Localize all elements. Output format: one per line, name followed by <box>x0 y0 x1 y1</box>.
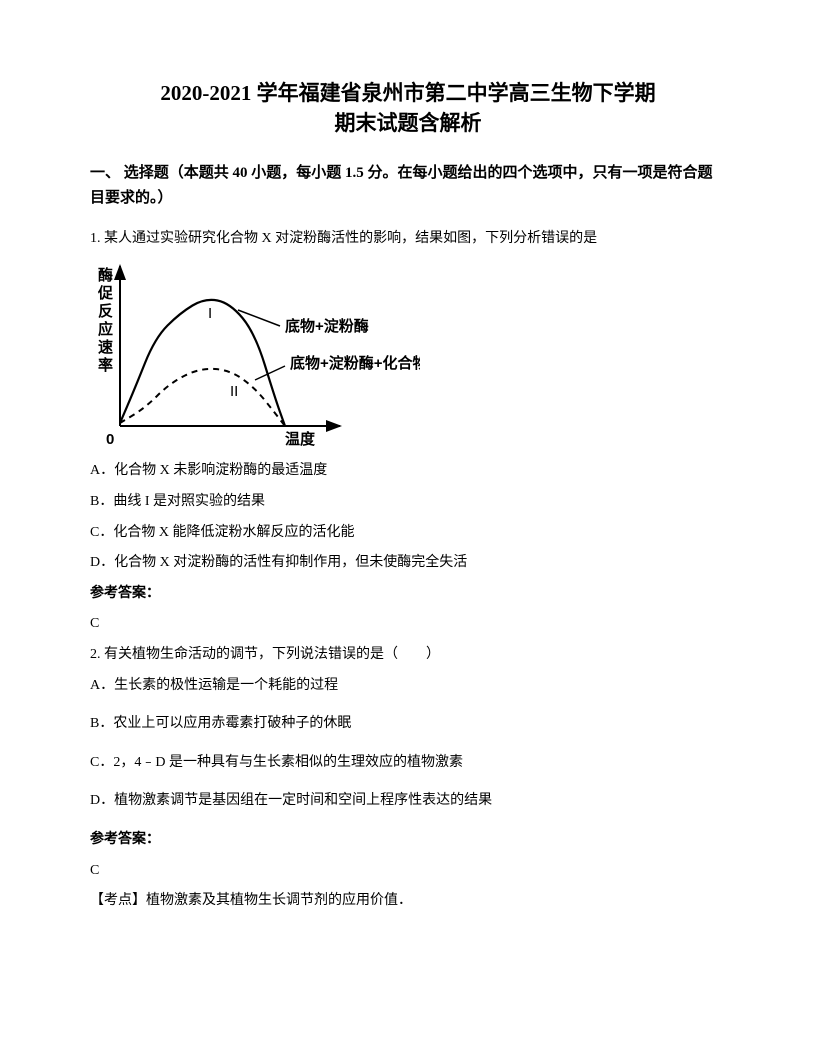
svg-text:底物+淀粉酶+化合物X: 底物+淀粉酶+化合物X <box>290 354 420 372</box>
svg-text:速: 速 <box>98 338 113 356</box>
q1-stem: 1. 某人通过实验研究化合物 X 对淀粉酶活性的影响，结果如图，下列分析错误的是 <box>90 226 726 253</box>
exam-page: 2020-2021 学年福建省泉州市第二中学高三生物下学期 期末试题含解析 一、… <box>0 0 816 959</box>
q1-optD: D．化合物 X 对淀粉酶的活性有抑制作用，但未使酶完全失活 <box>90 550 726 577</box>
svg-text:II: II <box>230 383 238 400</box>
section-heading: 一、 选择题（本题共 40 小题，每小题 1.5 分。在每小题给出的四个选项中，… <box>90 161 726 212</box>
q2-answer-label: 参考答案： <box>90 827 726 854</box>
svg-text:促: 促 <box>97 284 114 302</box>
q2-optB: B．农业上可以应用赤霉素打破种子的休眠 <box>90 711 726 738</box>
svg-text:应: 应 <box>98 320 113 338</box>
svg-text:温度: 温度 <box>285 430 316 448</box>
q2-optA: A．生长素的极性运输是一个耗能的过程 <box>90 673 726 700</box>
title-line1: 2020-2021 学年福建省泉州市第二中学高三生物下学期 <box>90 78 726 108</box>
q2-optD: D．植物激素调节是基因组在一定时间和空间上程序性表达的结果 <box>90 788 726 815</box>
q2-answer: C <box>90 858 726 885</box>
svg-text:I: I <box>208 305 212 322</box>
q1-chart: 酶促反应速率0温度III底物+淀粉酶底物+淀粉酶+化合物X <box>90 258 726 448</box>
svg-text:反: 反 <box>98 303 113 320</box>
svg-text:酶: 酶 <box>98 266 113 284</box>
q1-optB: B．曲线 I 是对照实验的结果 <box>90 489 726 516</box>
q2-note: 【考点】植物激素及其植物生长调节剂的应用价值． <box>90 888 726 915</box>
page-title: 2020-2021 学年福建省泉州市第二中学高三生物下学期 期末试题含解析 <box>90 78 726 139</box>
svg-text:率: 率 <box>98 356 113 374</box>
q1-optC: C．化合物 X 能降低淀粉水解反应的活化能 <box>90 520 726 547</box>
svg-text:底物+淀粉酶: 底物+淀粉酶 <box>285 317 369 335</box>
svg-text:0: 0 <box>106 431 114 448</box>
q1-answer-label: 参考答案： <box>90 581 726 608</box>
q1-answer: C <box>90 611 726 638</box>
chart-svg: 酶促反应速率0温度III底物+淀粉酶底物+淀粉酶+化合物X <box>90 258 420 448</box>
q1-optA: A．化合物 X 未影响淀粉酶的最适温度 <box>90 458 726 485</box>
title-line2: 期末试题含解析 <box>90 108 726 138</box>
q2-optC: C．2，4﹣D 是一种具有与生长素相似的生理效应的植物激素 <box>90 750 726 777</box>
q2-stem: 2. 有关植物生命活动的调节，下列说法错误的是（ ） <box>90 642 726 669</box>
